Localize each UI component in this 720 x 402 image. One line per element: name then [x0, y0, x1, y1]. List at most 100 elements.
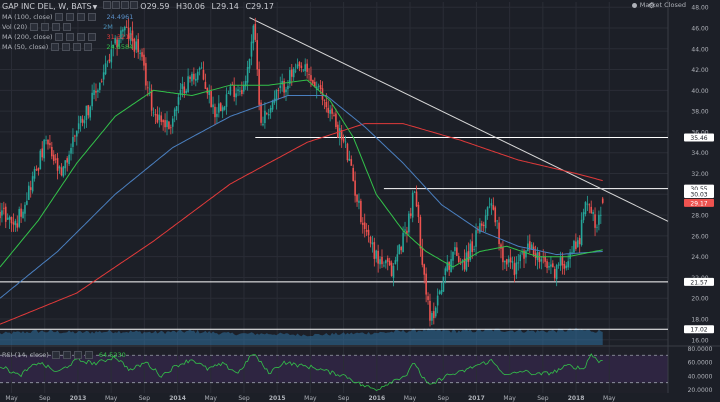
more-icon[interactable]: [88, 33, 97, 41]
candle-body: [312, 80, 314, 84]
candle-body: [290, 69, 293, 77]
candle-body: [436, 295, 439, 306]
candle-body: [64, 160, 67, 169]
close-icon[interactable]: [73, 43, 82, 51]
candle-body: [361, 222, 364, 225]
candle-body: [394, 260, 397, 265]
chevron-down-icon[interactable]: ▼: [92, 4, 98, 11]
candle-body: [148, 88, 151, 90]
candle-body: [120, 30, 122, 40]
candle-body: [143, 54, 145, 66]
candle-body: [26, 200, 28, 205]
settings-icon[interactable]: [62, 351, 71, 359]
candle-body: [139, 52, 141, 54]
price-label-text: 35.46: [690, 135, 707, 142]
candle-body: [29, 187, 32, 190]
candle-body: [283, 80, 285, 93]
visibility-icon[interactable]: [55, 13, 64, 21]
candle-body: [350, 159, 353, 166]
candle-body: [337, 124, 339, 138]
settings-icon[interactable]: [66, 13, 75, 21]
high-value: 30.06: [182, 2, 205, 11]
candle-body: [198, 68, 201, 70]
rsi-tick-label: 60.0000: [688, 360, 713, 367]
indicator-ma50[interactable]: MA (50, close) 24.6584: [2, 42, 133, 52]
x-tick-label: 2016: [368, 395, 385, 402]
market-status: Market Closed: [631, 1, 686, 9]
candle-body: [544, 256, 546, 262]
candle-body: [444, 268, 447, 275]
visibility-icon[interactable]: [51, 43, 60, 51]
candle-body: [281, 80, 283, 85]
indicator-ma100[interactable]: MA (100, close) 24.4961: [2, 12, 133, 22]
candle-body: [298, 62, 301, 67]
visibility-icon[interactable]: [102, 1, 111, 9]
candle-body: [392, 265, 395, 278]
candle-body: [509, 257, 512, 263]
candle-body: [269, 107, 272, 113]
candle-body: [108, 59, 111, 62]
candle-body: [327, 107, 330, 113]
candle-body: [413, 191, 416, 193]
settings-icon[interactable]: [111, 1, 120, 9]
candle-body: [304, 64, 307, 72]
more-icon[interactable]: [84, 351, 93, 359]
settings-icon[interactable]: [62, 43, 71, 51]
symbol-label[interactable]: GAP INC DEL, W, BATS: [2, 2, 92, 11]
close-icon[interactable]: [77, 13, 86, 21]
x-tick-label: May: [105, 395, 118, 402]
candle-body: [212, 104, 214, 108]
more-icon[interactable]: [88, 13, 97, 21]
ma50-line: [0, 79, 603, 268]
indicator-rsi[interactable]: RSI (14, close) 64.5230: [2, 350, 126, 360]
candle-body: [0, 211, 1, 219]
visibility-icon[interactable]: [51, 351, 60, 359]
candle-body: [553, 268, 556, 279]
candle-body: [488, 206, 491, 208]
candle-body: [239, 90, 241, 92]
candle-body: [106, 61, 109, 63]
candle-body: [242, 84, 245, 92]
candle-body: [79, 116, 82, 123]
gear-icon[interactable]: ⚙: [648, 1, 656, 10]
visibility-icon[interactable]: [30, 23, 39, 31]
candle-body: [302, 69, 305, 71]
more-icon[interactable]: [63, 23, 72, 31]
candle-body: [191, 73, 193, 82]
candle-body: [523, 250, 525, 259]
candle-body: [494, 207, 497, 223]
more-icon[interactable]: [129, 1, 138, 9]
candle-body: [323, 99, 326, 101]
close-icon[interactable]: [77, 33, 86, 41]
close-icon[interactable]: [73, 351, 82, 359]
candle-body: [104, 63, 107, 75]
candle-body: [592, 211, 594, 214]
candle-body: [555, 265, 558, 280]
indicator-volume[interactable]: Vol (20) 2M: [2, 22, 113, 32]
close-icon[interactable]: [52, 23, 61, 31]
close-value: 29.17: [251, 2, 274, 11]
candle-body: [481, 223, 483, 226]
candle-body: [62, 166, 65, 177]
price-tick-label: 36.00: [691, 129, 708, 136]
open-value: 29.59: [146, 2, 170, 11]
candle-body: [379, 259, 381, 265]
candle-body: [168, 121, 170, 129]
candle-body: [221, 107, 224, 112]
candle-body: [177, 97, 180, 105]
indicator-ma200[interactable]: MA (200, close) 31.3210: [2, 32, 133, 42]
candle-body: [137, 39, 140, 53]
settings-icon[interactable]: [66, 33, 75, 41]
price-label-box: [684, 198, 714, 207]
close-icon[interactable]: [120, 1, 129, 9]
candle-body: [601, 198, 604, 203]
candle-body: [500, 244, 502, 249]
more-icon[interactable]: [84, 43, 93, 51]
visibility-icon[interactable]: [55, 33, 64, 41]
price-tick-label: 40.00: [691, 88, 708, 95]
candle-body: [314, 81, 316, 88]
settings-icon[interactable]: [41, 23, 50, 31]
candle-body: [419, 216, 422, 249]
